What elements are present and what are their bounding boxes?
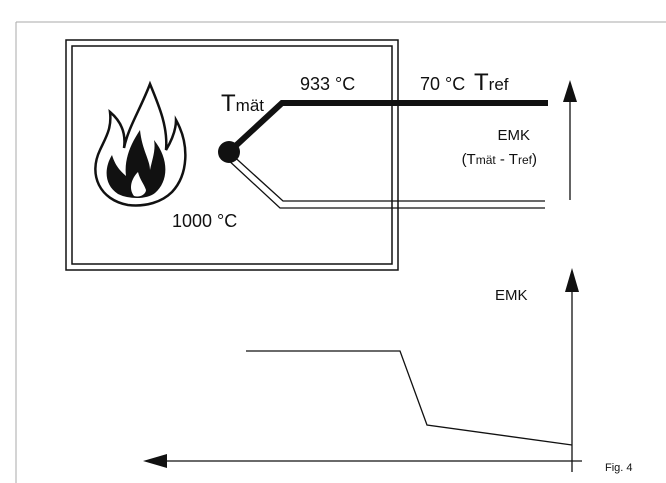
caption: Fig. 4	[605, 462, 633, 474]
t-ref-main: T	[474, 69, 489, 96]
temp-1000: 1000 °C	[172, 211, 237, 231]
temp-933: 933 °C	[300, 74, 355, 94]
temp-70: 70 °C	[420, 74, 465, 94]
junction	[218, 141, 240, 163]
formula-part: (T	[462, 151, 476, 168]
flame-icon	[94, 80, 187, 207]
thermocouple-wire	[226, 100, 548, 155]
compensating-wire-1	[228, 151, 545, 202]
emk-top-label: EMK	[497, 127, 530, 144]
furnace-outer	[65, 39, 399, 271]
emk-axis-label: EMK	[495, 287, 528, 304]
t-ref-sub: ref	[489, 75, 509, 94]
t-mat-label: Tmät	[221, 90, 264, 117]
emk-arrowhead	[563, 80, 577, 102]
furnace-inner	[71, 45, 393, 265]
formula-part: )	[532, 151, 537, 168]
emk-formula: (Tmät - Tref)	[462, 151, 537, 168]
formula-part: ref	[518, 153, 533, 167]
compensating-wire-2	[225, 157, 545, 209]
formula-part: - T	[496, 151, 518, 168]
x-axis-arrowhead	[143, 454, 167, 468]
t-mat-main: T	[221, 90, 236, 117]
y-axis-arrowhead	[565, 268, 579, 292]
t-mat-sub: mät	[236, 96, 265, 115]
emk-curve	[246, 350, 573, 446]
formula-part: mät	[476, 153, 497, 167]
t-ref-label: Tref	[474, 69, 509, 96]
